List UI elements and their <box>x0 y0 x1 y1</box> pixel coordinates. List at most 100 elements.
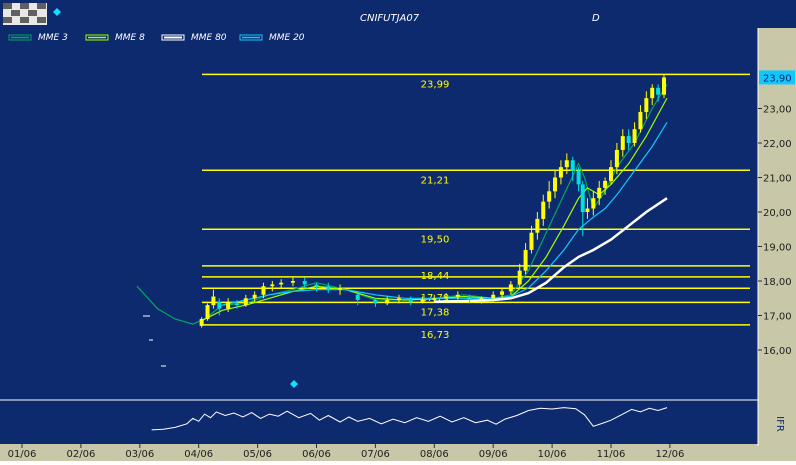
candle-body <box>529 232 534 250</box>
candle-body <box>626 136 631 143</box>
x-tick-label: 02/06 <box>66 449 95 460</box>
y-tick-label: 18,00 <box>763 277 792 288</box>
y-tick-label: 21,00 <box>763 174 792 185</box>
candle-body <box>252 294 257 299</box>
candle-body <box>467 296 472 300</box>
legend: MME 3 MME 8 MME 80 MME 20 <box>8 33 305 43</box>
y-tick-label: 19,00 <box>763 243 792 254</box>
diamond-marker-icon <box>290 380 298 388</box>
date-axis-ticks: 01/06 02/06 03/06 04/06 05/06 06/06 07/06 08/06… <box>8 444 684 460</box>
candle-body <box>558 167 563 178</box>
candle-body <box>580 184 585 212</box>
candle-body <box>541 201 546 219</box>
level-label: 16,73 <box>421 330 450 341</box>
y-tick-label: 23,00 <box>763 105 792 116</box>
y-tick-label: 17,00 <box>763 312 792 323</box>
candle-body <box>650 87 655 99</box>
candle-body <box>385 299 390 304</box>
candle-body <box>314 284 319 287</box>
candle-body <box>609 167 613 181</box>
candle-body <box>597 187 602 199</box>
candle-body <box>570 160 575 171</box>
candle-body <box>217 301 222 309</box>
legend-label: MME 8 <box>115 33 145 43</box>
candle-body <box>508 284 513 292</box>
ifr-axis-panel <box>758 402 796 446</box>
candle-body <box>211 296 216 306</box>
legend-item-mme-8: MME 8 <box>85 33 145 43</box>
candle-body <box>491 294 496 299</box>
candle-body <box>535 218 540 233</box>
candle-body <box>564 160 569 168</box>
candle-body <box>614 149 619 168</box>
candle-body <box>302 281 307 285</box>
candle-body <box>408 298 413 302</box>
candle-body <box>591 198 596 209</box>
candle-body <box>226 301 231 309</box>
candle-body <box>455 294 460 297</box>
candle-body <box>338 287 343 290</box>
candle-body <box>270 284 275 287</box>
candle-body <box>326 286 331 290</box>
price-axis-panel <box>758 28 796 402</box>
legend-label: MME 20 <box>269 33 305 43</box>
candles <box>199 74 667 328</box>
candle-body <box>500 291 505 295</box>
candle-body <box>432 298 437 300</box>
last-price: 23,90 <box>759 70 795 85</box>
candle-body <box>373 299 378 304</box>
level-label: 21,21 <box>421 175 450 186</box>
legend-label: MME 3 <box>38 33 68 43</box>
candle-body <box>396 298 401 300</box>
legend-item-mme-3: MME 3 <box>8 33 68 43</box>
x-tick-label: 09/06 <box>479 449 508 460</box>
legend-item-mme-20: MME 20 <box>239 33 305 43</box>
candle-body <box>620 136 625 150</box>
candle-body <box>479 298 484 300</box>
last-price-label: 23,90 <box>763 73 792 84</box>
y-tick-label: 16,00 <box>763 346 792 357</box>
ifr-axis-label: IFR <box>774 416 785 432</box>
x-tick-label: 05/06 <box>243 449 272 460</box>
x-tick-label: 11/06 <box>597 449 626 460</box>
chart-title: CNIFUTJA07 <box>360 13 420 24</box>
chart-period: D <box>592 13 600 24</box>
ifr-line <box>151 407 668 431</box>
x-tick-label: 04/06 <box>184 449 213 460</box>
x-tick-label: 08/06 <box>420 449 449 460</box>
x-tick-label: 12/06 <box>655 449 684 460</box>
last-price-box <box>759 70 795 85</box>
candle-body <box>523 249 528 271</box>
candle-body <box>279 282 284 285</box>
candle-body <box>355 294 360 300</box>
logo-icon[interactable] <box>3 3 47 25</box>
candle-body <box>199 318 204 326</box>
x-tick-label: 06/06 <box>302 449 331 460</box>
price-axis-ticks: 23,00 22,00 21,00 20,00 19,00 18,00 17,00 16,00 <box>758 105 792 357</box>
x-tick-label: 03/06 <box>125 449 154 460</box>
level-label: 17,38 <box>421 307 450 318</box>
candle-body <box>290 281 295 283</box>
candle-body <box>656 87 661 95</box>
x-tick-label: 07/06 <box>361 449 390 460</box>
candle-body <box>243 298 248 306</box>
candle-body <box>638 111 643 130</box>
candle-body <box>517 270 522 285</box>
candle-body <box>603 180 608 188</box>
legend-item-mme-80: MME 80 <box>161 33 227 43</box>
diamond-marker-icon <box>53 8 61 16</box>
legend-label: MME 80 <box>191 33 227 43</box>
candle-body <box>662 77 667 95</box>
candle-body <box>644 98 649 112</box>
candle-body <box>547 191 552 202</box>
level-label: 19,50 <box>421 234 450 245</box>
candle-body <box>632 129 637 143</box>
candle-body <box>205 305 210 319</box>
candle-body <box>553 177 558 192</box>
x-tick-label: 01/06 <box>8 449 37 460</box>
candle-body <box>444 296 449 299</box>
